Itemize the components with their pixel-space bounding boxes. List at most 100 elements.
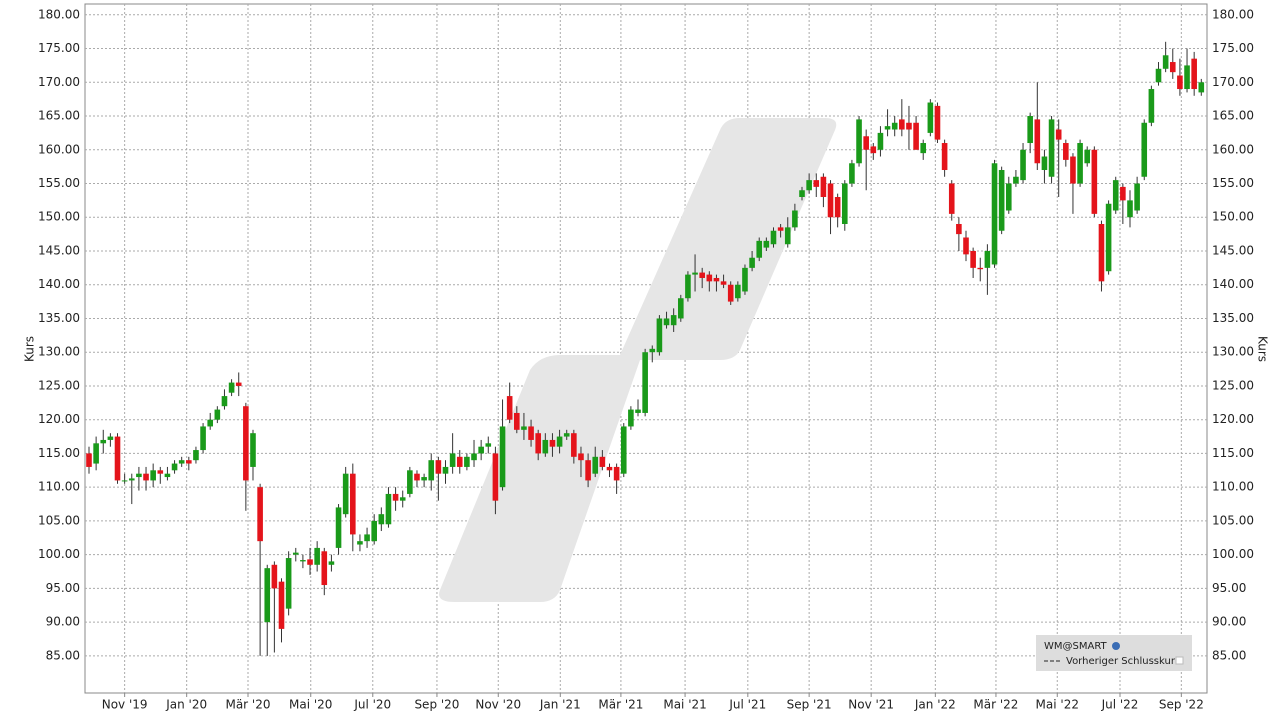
- x-tick-label: Jan '22: [914, 698, 956, 712]
- y-tick-label: 150.00: [38, 210, 80, 224]
- candle-body: [243, 406, 249, 481]
- candle-body: [271, 564, 278, 589]
- x-tick-label: Nov '19: [102, 698, 148, 712]
- y-tick-label-right: 175.00: [1212, 41, 1254, 55]
- candle-body: [770, 230, 777, 245]
- candle-body: [863, 136, 869, 150]
- candle-body: [328, 561, 335, 565]
- y-tick-label-right: 150.00: [1212, 210, 1254, 224]
- candle-body: [563, 433, 570, 437]
- x-tick-label: Mär '21: [598, 698, 643, 712]
- candle-body: [1191, 58, 1197, 90]
- candle-body: [656, 318, 663, 353]
- candle-body: [314, 547, 320, 565]
- candle-body: [114, 436, 121, 481]
- candle-body: [1198, 82, 1205, 93]
- y-tick-label: 170.00: [38, 75, 80, 89]
- y-tick-label: 175.00: [38, 41, 80, 55]
- candle-body: [528, 426, 534, 440]
- y-tick-label: 85.00: [46, 648, 80, 662]
- candle-body: [677, 298, 684, 319]
- candle-body: [820, 176, 827, 198]
- candle-body: [556, 436, 563, 447]
- candle-body: [1034, 119, 1041, 164]
- candle-body: [93, 443, 99, 464]
- candle-body: [464, 456, 470, 467]
- candle-body: [499, 426, 506, 488]
- candle-body: [307, 559, 313, 565]
- candle-body: [178, 460, 185, 464]
- candle-body: [977, 267, 984, 270]
- candle-body: [157, 470, 164, 474]
- legend-label: Vorheriger Schlusskurs: [1066, 656, 1180, 667]
- y-tick-label: 115.00: [38, 446, 80, 460]
- candle-body: [827, 183, 834, 218]
- candle-body: [250, 433, 256, 467]
- legend-box: [1036, 635, 1192, 671]
- legend-checkbox[interactable]: [1175, 656, 1184, 665]
- y-tick-label-right: 90.00: [1212, 615, 1246, 629]
- candle-body: [891, 122, 898, 130]
- candle-body: [613, 466, 620, 481]
- candle-body: [107, 436, 114, 440]
- candle-body: [948, 183, 955, 214]
- candle-body: [121, 480, 128, 482]
- candle-body: [514, 412, 520, 430]
- candle-body: [578, 453, 584, 461]
- candle-body: [777, 227, 784, 231]
- y-tick-label: 155.00: [38, 176, 80, 190]
- candle-body: [870, 146, 877, 154]
- candle-body: [920, 143, 927, 154]
- candle-body: [1105, 203, 1112, 272]
- x-tick-label: Mär '20: [225, 698, 270, 712]
- candle-body: [998, 170, 1005, 231]
- candle-body: [1041, 156, 1048, 171]
- candle-body: [1055, 129, 1062, 140]
- candle-body: [214, 409, 221, 420]
- candle-body: [685, 274, 691, 299]
- x-tick-label: Sep '22: [1159, 698, 1204, 712]
- y-tick-label-right: 170.00: [1212, 75, 1254, 89]
- candle-body: [485, 443, 492, 447]
- candle-body: [257, 487, 263, 542]
- y-tick-label-right: 155.00: [1212, 176, 1254, 190]
- candle-body: [1063, 143, 1069, 160]
- candle-body: [193, 450, 199, 461]
- y-tick-label-right: 115.00: [1212, 446, 1254, 460]
- candle-body: [649, 348, 656, 353]
- candle-body: [742, 267, 748, 292]
- candle-body: [164, 473, 171, 478]
- candle-body: [478, 446, 484, 454]
- x-tick-label: Mai '22: [1036, 698, 1079, 712]
- candle-body: [706, 274, 713, 282]
- candle-body: [792, 210, 798, 228]
- y-tick-label: 100.00: [38, 547, 80, 561]
- y-tick-label-right: 135.00: [1212, 311, 1254, 325]
- candle-body: [171, 463, 178, 471]
- y-tick-label-right: 130.00: [1212, 345, 1254, 359]
- candle-body: [934, 105, 941, 140]
- candle-body: [378, 514, 385, 525]
- candle-body: [1005, 183, 1012, 211]
- candle-body: [763, 240, 770, 248]
- candle-body: [713, 277, 720, 282]
- candle-body: [806, 180, 812, 191]
- candle-body: [735, 284, 741, 299]
- candle-body: [1177, 75, 1183, 90]
- y-tick-label-right: 145.00: [1212, 243, 1254, 257]
- x-tick-label: Nov '21: [848, 698, 894, 712]
- candle-body: [357, 541, 363, 545]
- candle-body: [927, 102, 934, 133]
- y-tick-label-right: 125.00: [1212, 378, 1254, 392]
- x-tick-label: Jul '20: [353, 698, 391, 712]
- candle-body: [535, 433, 541, 454]
- candle-body: [342, 473, 349, 515]
- candle-body: [606, 466, 613, 471]
- y-tick-label: 165.00: [38, 109, 80, 123]
- candle-body: [350, 473, 356, 535]
- candle-body: [720, 281, 727, 285]
- candle-body: [1077, 143, 1083, 184]
- candle-body: [542, 439, 549, 454]
- y-tick-label-right: 110.00: [1212, 480, 1254, 494]
- candle-body: [1112, 180, 1119, 211]
